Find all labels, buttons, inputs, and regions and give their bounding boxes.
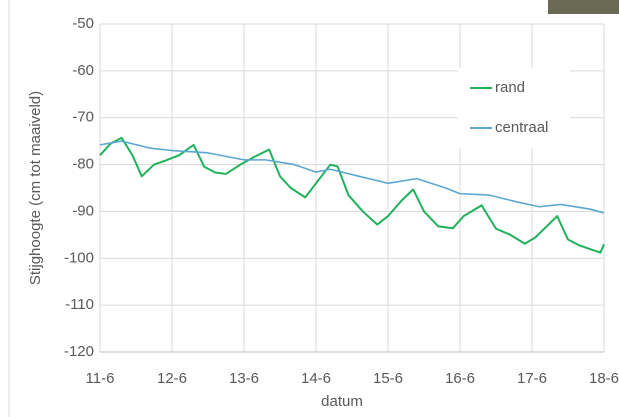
x-tick-label: 14-6	[301, 370, 331, 387]
x-tick-label: 13-6	[229, 370, 259, 387]
y-tick-label: -110	[65, 296, 94, 313]
y-tick-label: -70	[72, 109, 94, 126]
y-tick-label: -80	[72, 156, 94, 173]
x-tick-label: 18-6	[589, 370, 619, 387]
x-tick-label: 17-6	[517, 370, 547, 387]
y-tick-label: -60	[72, 62, 94, 79]
chart: datum Stijghoogte (cm tot maaiveld) -120…	[0, 0, 619, 417]
legend-label: centraal	[495, 119, 548, 136]
y-axis-label: Stijghoogte (cm tot maaiveld)	[27, 91, 44, 285]
x-axis-label: datum	[321, 393, 363, 410]
y-tick-label: -100	[64, 249, 94, 266]
y-tick-label: -120	[64, 343, 94, 360]
x-tick-label: 11-6	[86, 370, 115, 387]
y-tick-label: -90	[72, 202, 94, 219]
y-tick-label: -50	[72, 15, 94, 32]
photo-corner	[548, 0, 619, 14]
legend-label: rand	[495, 79, 525, 96]
x-tick-label: 12-6	[157, 370, 187, 387]
x-tick-label: 15-6	[373, 370, 403, 387]
x-tick-label: 16-6	[445, 370, 475, 387]
